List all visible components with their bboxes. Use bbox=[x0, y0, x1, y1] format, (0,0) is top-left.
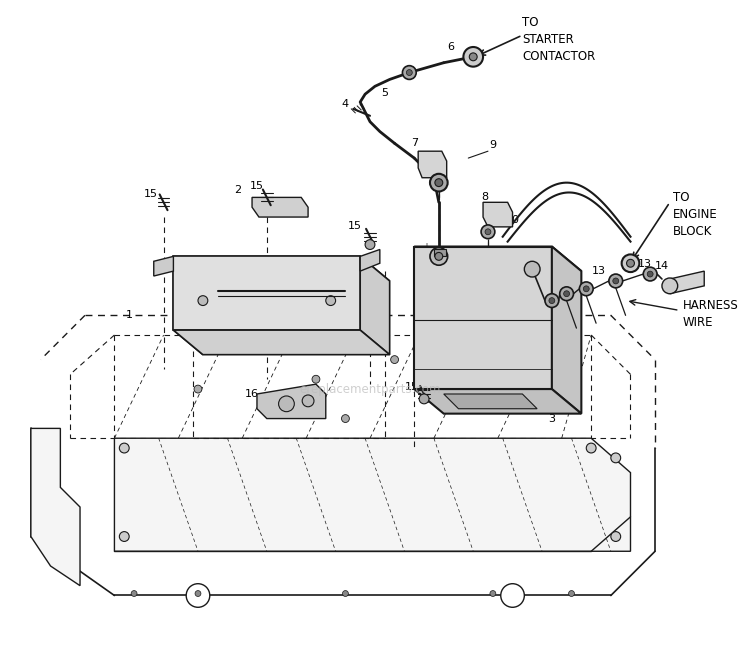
Circle shape bbox=[644, 267, 657, 281]
Circle shape bbox=[343, 590, 349, 597]
Text: 4: 4 bbox=[342, 99, 349, 109]
Text: TO
ENGINE
BLOCK: TO ENGINE BLOCK bbox=[673, 191, 718, 238]
Polygon shape bbox=[173, 256, 203, 355]
Text: 13: 13 bbox=[592, 266, 606, 276]
Text: 15: 15 bbox=[250, 180, 264, 191]
Circle shape bbox=[326, 296, 335, 305]
Text: 10: 10 bbox=[506, 215, 520, 225]
Circle shape bbox=[564, 291, 569, 297]
Polygon shape bbox=[552, 246, 581, 413]
Circle shape bbox=[584, 286, 590, 292]
Circle shape bbox=[131, 590, 137, 597]
Polygon shape bbox=[414, 389, 581, 413]
Circle shape bbox=[545, 294, 559, 307]
Circle shape bbox=[430, 174, 448, 191]
Circle shape bbox=[560, 287, 574, 301]
Circle shape bbox=[195, 590, 201, 597]
Text: 12: 12 bbox=[566, 309, 580, 318]
Circle shape bbox=[485, 229, 491, 235]
Polygon shape bbox=[414, 246, 552, 389]
Polygon shape bbox=[252, 197, 308, 217]
Text: ereplacementparts.com: ereplacementparts.com bbox=[299, 382, 441, 396]
Circle shape bbox=[194, 385, 202, 393]
Text: 3: 3 bbox=[548, 413, 555, 423]
Polygon shape bbox=[115, 438, 631, 552]
Text: 16: 16 bbox=[245, 389, 259, 399]
Circle shape bbox=[470, 53, 477, 61]
Polygon shape bbox=[419, 151, 447, 178]
Circle shape bbox=[481, 225, 495, 239]
Polygon shape bbox=[173, 330, 390, 355]
Circle shape bbox=[586, 443, 596, 453]
Text: 15: 15 bbox=[348, 221, 362, 231]
Circle shape bbox=[613, 278, 619, 284]
Text: 6: 6 bbox=[447, 42, 454, 52]
Circle shape bbox=[119, 531, 129, 541]
Circle shape bbox=[610, 453, 621, 463]
Circle shape bbox=[524, 261, 540, 277]
Circle shape bbox=[419, 394, 429, 404]
Circle shape bbox=[647, 271, 653, 277]
Circle shape bbox=[626, 259, 634, 267]
Polygon shape bbox=[444, 394, 537, 409]
Circle shape bbox=[580, 282, 593, 296]
Text: 15: 15 bbox=[144, 189, 158, 199]
Polygon shape bbox=[154, 256, 173, 276]
Circle shape bbox=[198, 296, 208, 305]
Circle shape bbox=[435, 178, 442, 187]
Circle shape bbox=[622, 254, 639, 272]
Polygon shape bbox=[31, 428, 80, 586]
Polygon shape bbox=[360, 256, 390, 355]
Circle shape bbox=[341, 415, 350, 423]
Text: 8: 8 bbox=[482, 193, 488, 203]
Circle shape bbox=[430, 248, 448, 265]
Text: 1: 1 bbox=[126, 311, 133, 320]
Polygon shape bbox=[257, 384, 326, 419]
Circle shape bbox=[464, 47, 483, 66]
Text: 15: 15 bbox=[405, 382, 419, 392]
Circle shape bbox=[610, 531, 621, 541]
Circle shape bbox=[391, 356, 398, 364]
Text: HARNESS
WIRE: HARNESS WIRE bbox=[682, 299, 738, 329]
Circle shape bbox=[490, 590, 496, 597]
Text: 2: 2 bbox=[234, 185, 241, 195]
Text: 7: 7 bbox=[411, 138, 418, 148]
Circle shape bbox=[568, 590, 574, 597]
Circle shape bbox=[435, 252, 442, 260]
Circle shape bbox=[406, 70, 412, 76]
Polygon shape bbox=[173, 256, 360, 330]
Text: 11: 11 bbox=[535, 301, 549, 311]
Circle shape bbox=[119, 443, 129, 453]
Text: +: + bbox=[422, 242, 430, 252]
Polygon shape bbox=[670, 271, 704, 294]
Circle shape bbox=[501, 584, 524, 607]
Circle shape bbox=[278, 396, 294, 412]
Polygon shape bbox=[173, 256, 390, 281]
Text: 9: 9 bbox=[489, 140, 496, 150]
Circle shape bbox=[609, 274, 622, 288]
Text: 13: 13 bbox=[638, 259, 652, 269]
Polygon shape bbox=[414, 246, 581, 271]
Text: 5: 5 bbox=[381, 88, 388, 98]
Text: TO
STARTER
CONTACTOR: TO STARTER CONTACTOR bbox=[522, 15, 596, 62]
Polygon shape bbox=[434, 248, 445, 256]
Circle shape bbox=[186, 584, 210, 607]
Circle shape bbox=[365, 240, 375, 250]
Circle shape bbox=[662, 278, 678, 294]
Circle shape bbox=[549, 298, 555, 303]
Polygon shape bbox=[483, 202, 512, 227]
Circle shape bbox=[312, 375, 320, 383]
Circle shape bbox=[302, 395, 314, 407]
Circle shape bbox=[403, 66, 416, 79]
Text: 14: 14 bbox=[655, 261, 669, 271]
Polygon shape bbox=[360, 250, 380, 271]
